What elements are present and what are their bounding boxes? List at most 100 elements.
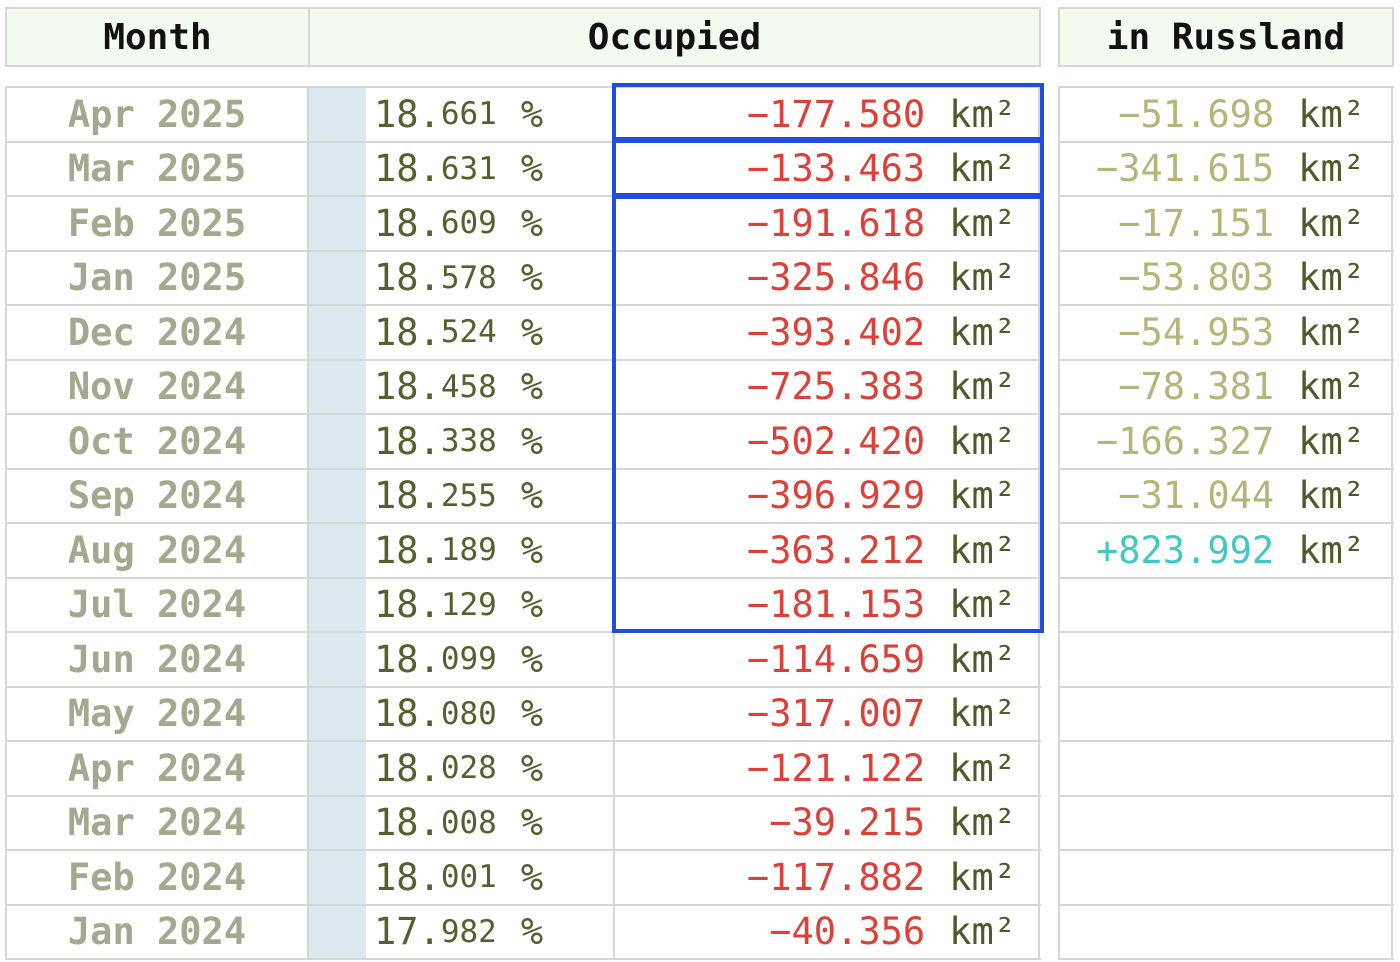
unit-label: km² — [949, 201, 1016, 245]
change-value: −114.659 — [746, 637, 926, 681]
change-cell: −177.580 km² — [613, 88, 1040, 141]
occupied-bar — [309, 306, 366, 359]
change-value: −363.212 — [746, 528, 926, 572]
change-value: −725.383 — [746, 365, 926, 409]
occupied-bar — [309, 633, 366, 686]
occupied-table: Apr 2025 18. 661% −177.580 km² Mar 2025 18. 631… — [5, 86, 1041, 960]
change-cell: −117.882 km² — [613, 851, 1040, 904]
russland-cell — [1058, 851, 1393, 904]
percent-decimals: 458 — [440, 368, 497, 405]
unit-label: km² — [949, 583, 1016, 627]
month-cell: Jul 2024 — [5, 578, 309, 631]
change-value: −121.122 — [746, 746, 926, 790]
percent-sign: % — [520, 637, 544, 681]
change-value: −133.463 — [746, 147, 926, 191]
month-cell: May 2024 — [5, 687, 309, 740]
change-cell: −325.846 km² — [613, 251, 1040, 304]
percent-cell: 18. 661% — [366, 88, 613, 141]
occupied-bar — [309, 524, 366, 577]
russland-value: −341.615 — [1095, 147, 1275, 191]
unit-label: km² — [949, 92, 1016, 136]
unit-label: km² — [949, 310, 1016, 354]
percent-int: 18. — [374, 746, 441, 790]
occupied-bar — [309, 796, 366, 849]
russland-cell — [1058, 796, 1393, 849]
unit-label: km² — [1298, 365, 1365, 409]
unit-label: km² — [949, 637, 1016, 681]
month-cell: Jun 2024 — [5, 633, 309, 686]
percent-int: 17. — [374, 910, 441, 954]
occupied-bar — [309, 142, 366, 195]
unit-label: km² — [1298, 310, 1365, 354]
russland-cell: −51.698 km² — [1058, 88, 1393, 141]
month-cell: Jan 2024 — [5, 905, 309, 958]
change-cell: −133.463 km² — [613, 142, 1040, 195]
percent-cell: 18. 189% — [366, 524, 613, 577]
header-russland: in Russland — [1058, 7, 1394, 67]
percent-int: 18. — [374, 147, 441, 191]
percent-decimals: 008 — [440, 804, 497, 841]
table-row: Mar 2024 18. 008% −39.215 km² — [5, 796, 1041, 851]
percent-decimals: 189 — [440, 532, 497, 569]
month-cell: Feb 2025 — [5, 197, 309, 250]
table-row: May 2024 18. 080% −317.007 km² — [5, 687, 1041, 742]
percent-decimals: 028 — [440, 750, 497, 787]
occupied-bar — [309, 360, 366, 413]
change-cell: −114.659 km² — [613, 633, 1040, 686]
change-cell: −725.383 km² — [613, 360, 1040, 413]
change-cell: −39.215 km² — [613, 796, 1040, 849]
percent-decimals: 129 — [440, 586, 497, 623]
russland-value: −54.953 — [1118, 310, 1275, 354]
percent-sign: % — [520, 256, 544, 300]
percent-int: 18. — [374, 637, 441, 681]
table-row: Apr 2025 18. 661% −177.580 km² — [5, 88, 1041, 143]
change-cell: −181.153 km² — [613, 578, 1040, 631]
change-value: −181.153 — [746, 583, 926, 627]
change-value: −40.356 — [769, 910, 926, 954]
month-cell: Aug 2024 — [5, 524, 309, 577]
month-cell: Mar 2024 — [5, 796, 309, 849]
change-cell: −393.402 km² — [613, 306, 1040, 359]
percent-int: 18. — [374, 528, 441, 572]
unit-label: km² — [949, 474, 1016, 518]
change-value: −325.846 — [746, 256, 926, 300]
change-cell: −396.929 km² — [613, 469, 1040, 522]
unit-label: km² — [949, 365, 1016, 409]
russland-row: −31.044 km² — [1058, 469, 1394, 524]
percent-cell: 18. 008% — [366, 797, 613, 850]
russland-row: −54.953 km² — [1058, 306, 1394, 361]
percent-cell: 17. 982% — [366, 906, 613, 959]
russland-row — [1058, 851, 1394, 906]
russland-row: −341.615 km² — [1058, 142, 1394, 197]
russland-cell — [1058, 687, 1393, 740]
percent-int: 18. — [374, 201, 441, 245]
header-month: Month — [5, 7, 310, 67]
russland-row — [1058, 633, 1394, 688]
occupied-bar — [309, 578, 366, 631]
percent-decimals: 080 — [440, 695, 497, 732]
occupied-bar — [309, 905, 366, 958]
percent-int: 18. — [374, 474, 441, 518]
percent-cell: 18. 631% — [366, 143, 613, 196]
percent-cell: 18. 578% — [366, 252, 613, 305]
table-row: Jun 2024 18. 099% −114.659 km² — [5, 633, 1041, 688]
table-row: Dec 2024 18. 524% −393.402 km² — [5, 306, 1041, 361]
month-cell: Nov 2024 — [5, 360, 309, 413]
occupied-bar — [309, 197, 366, 250]
occupied-bar — [309, 88, 366, 141]
unit-label: km² — [1298, 474, 1365, 518]
percent-int: 18. — [374, 855, 441, 899]
percent-int: 18. — [374, 692, 441, 736]
percent-decimals: 524 — [440, 314, 497, 351]
percent-cell: 18. 080% — [366, 688, 613, 741]
change-cell: −363.212 km² — [613, 524, 1040, 577]
percent-cell: 18. 255% — [366, 470, 613, 523]
table-row: Nov 2024 18. 458% −725.383 km² — [5, 360, 1041, 415]
percent-decimals: 982 — [440, 913, 497, 950]
percent-cell: 18. 458% — [366, 361, 613, 414]
percent-int: 18. — [374, 310, 441, 354]
change-cell: −191.618 km² — [613, 197, 1040, 250]
percent-decimals: 099 — [440, 641, 497, 678]
percent-int: 18. — [374, 801, 441, 845]
percent-decimals: 609 — [440, 205, 497, 242]
